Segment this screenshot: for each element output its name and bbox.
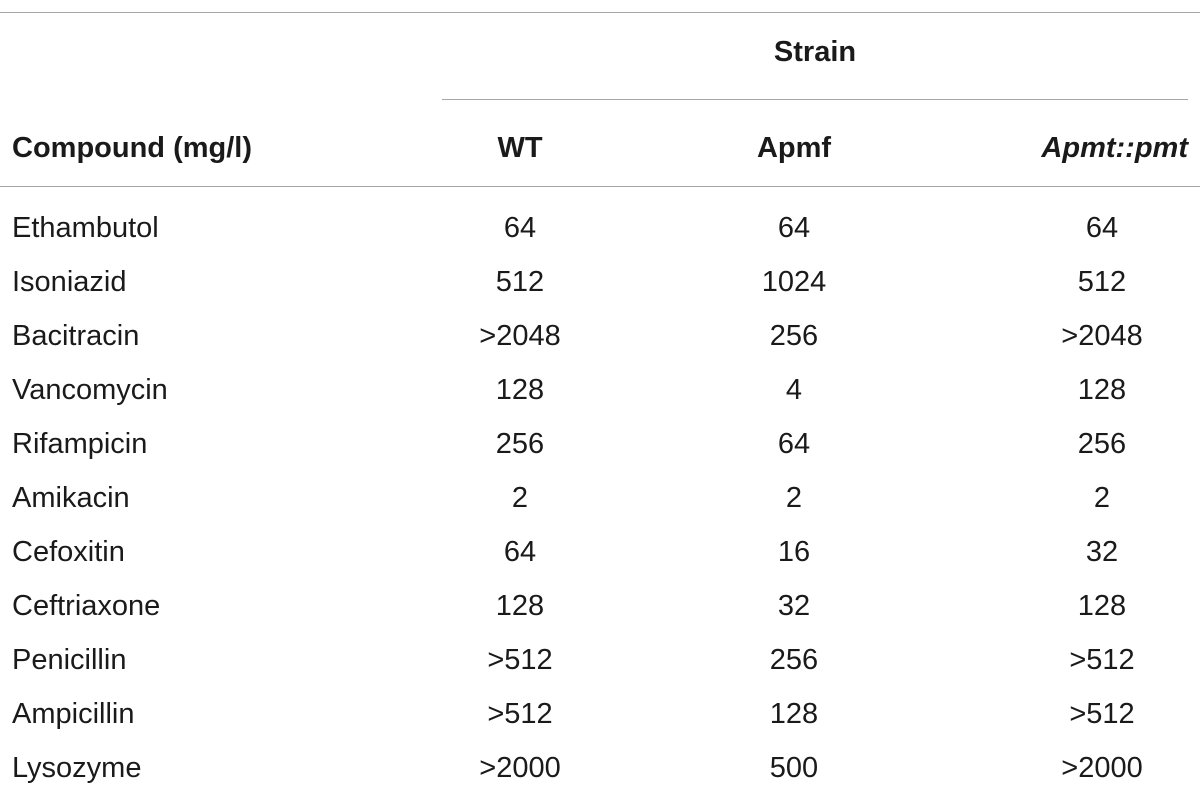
cell-complement: 128 [1077,590,1127,622]
table-row: Bacitracin >2048 256 >2048 [0,309,1200,363]
strain-group-header: Strain [773,36,857,68]
cell-apmf: 2 [785,482,803,514]
cell-compound: Isoniazid [12,266,127,298]
column-header-wt: WT [497,132,543,164]
cell-complement: >512 [1069,698,1135,730]
cell-apmf: 1024 [761,266,827,298]
cell-wt: >2048 [479,320,561,352]
cell-apmf: 4 [785,374,803,406]
cell-compound: Cefoxitin [12,536,125,568]
cell-apmf: 64 [777,428,811,460]
cell-complement: 512 [1077,266,1127,298]
cell-compound: Vancomycin [12,374,168,406]
table-row: Cefoxitin 64 16 32 [0,525,1200,579]
table-row: Ethambutol 64 64 64 [0,201,1200,255]
column-header-apmf: Apmf [756,132,832,164]
cell-compound: Lysozyme [12,752,142,784]
cell-compound: Ethambutol [12,212,159,244]
column-header-compound: Compound (mg/l) [12,132,253,164]
header-rule [0,186,1200,187]
cell-compound: Penicillin [12,644,127,676]
strain-group-rule [442,99,1188,100]
column-header-complement: Apmt::pmt [1041,132,1188,164]
cell-complement: 2 [1093,482,1111,514]
table-row: Ceftriaxone 128 32 128 [0,579,1200,633]
cell-complement: >512 [1069,644,1135,676]
table-row: Amikacin 2 2 2 [0,471,1200,525]
table-row: Isoniazid 512 1024 512 [0,255,1200,309]
table-row: Penicillin >512 256 >512 [0,633,1200,687]
cell-apmf: 16 [777,536,811,568]
table-row: Ampicillin >512 128 >512 [0,687,1200,741]
cell-wt: 128 [495,590,545,622]
table-row: Lysozyme >2000 500 >2000 [0,741,1200,795]
cell-apmf: 256 [769,320,819,352]
cell-complement: 64 [1085,212,1119,244]
cell-compound: Amikacin [12,482,130,514]
cell-compound: Ceftriaxone [12,590,161,622]
table-row: Vancomycin 128 4 128 [0,363,1200,417]
cell-wt: >2000 [479,752,561,784]
cell-wt: >512 [487,644,553,676]
cell-wt: 64 [503,212,537,244]
cell-compound: Rifampicin [12,428,148,460]
top-rule [0,12,1200,13]
cell-apmf: 500 [769,752,819,784]
cell-wt: 2 [511,482,529,514]
cell-wt: 64 [503,536,537,568]
cell-complement: >2000 [1061,752,1143,784]
cell-compound: Ampicillin [12,698,135,730]
cell-wt: 256 [495,428,545,460]
table-row: Rifampicin 256 64 256 [0,417,1200,471]
cell-complement: 128 [1077,374,1127,406]
cell-apmf: 256 [769,644,819,676]
cell-complement: >2048 [1061,320,1143,352]
cell-complement: 32 [1085,536,1119,568]
cell-wt: 512 [495,266,545,298]
cell-apmf: 64 [777,212,811,244]
cell-apmf: 32 [777,590,811,622]
cell-wt: >512 [487,698,553,730]
cell-complement: 256 [1077,428,1127,460]
cell-compound: Bacitracin [12,320,140,352]
cell-wt: 128 [495,374,545,406]
cell-apmf: 128 [769,698,819,730]
